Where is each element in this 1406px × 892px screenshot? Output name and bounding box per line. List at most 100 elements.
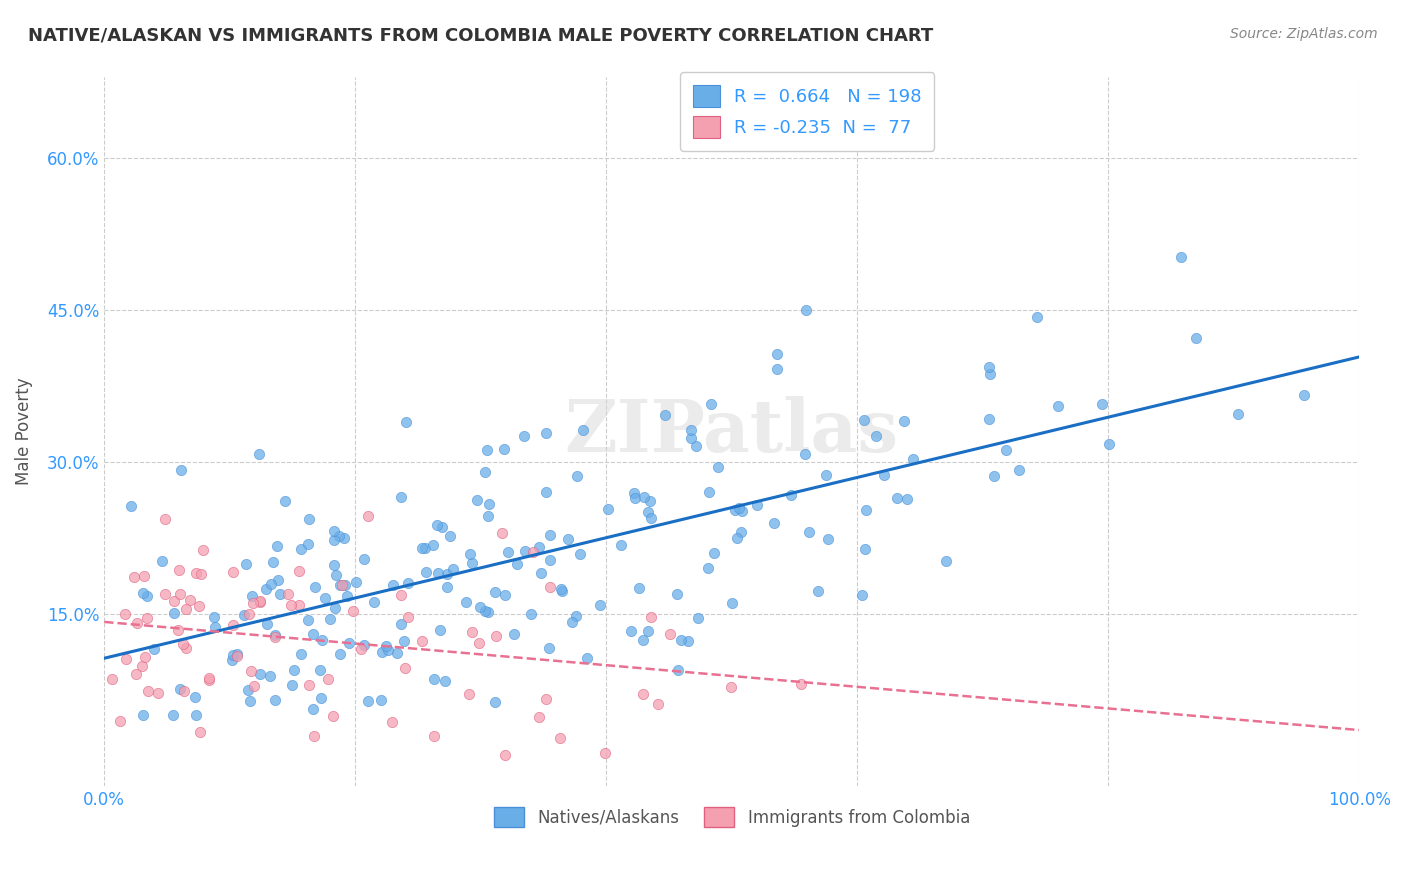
Natives/Alaskans bbox=[1026, 310, 1049, 325]
Natives/Alaskans bbox=[484, 585, 506, 599]
Natives/Alaskans bbox=[371, 645, 394, 659]
Natives/Alaskans bbox=[184, 708, 207, 723]
Immigrants from Colombia bbox=[174, 601, 197, 615]
Natives/Alaskans bbox=[433, 673, 456, 688]
Natives/Alaskans bbox=[396, 576, 419, 591]
Immigrants from Colombia bbox=[633, 687, 655, 701]
Text: NATIVE/ALASKAN VS IMMIGRANTS FROM COLOMBIA MALE POVERTY CORRELATION CHART: NATIVE/ALASKAN VS IMMIGRANTS FROM COLOMB… bbox=[28, 27, 934, 45]
Natives/Alaskans bbox=[666, 664, 689, 678]
Natives/Alaskans bbox=[131, 708, 153, 723]
Natives/Alaskans bbox=[436, 567, 458, 582]
Immigrants from Colombia bbox=[131, 659, 153, 673]
Natives/Alaskans bbox=[297, 536, 319, 550]
Natives/Alaskans bbox=[221, 648, 243, 662]
Natives/Alaskans bbox=[381, 577, 404, 591]
Immigrants from Colombia bbox=[522, 545, 544, 559]
Natives/Alaskans bbox=[304, 580, 326, 594]
Natives/Alaskans bbox=[623, 485, 645, 500]
Natives/Alaskans bbox=[721, 596, 744, 610]
Natives/Alaskans bbox=[169, 681, 191, 696]
Immigrants from Colombia bbox=[389, 589, 412, 603]
Natives/Alaskans bbox=[686, 610, 709, 624]
Natives/Alaskans bbox=[1292, 388, 1315, 402]
Natives/Alaskans bbox=[422, 672, 444, 686]
Natives/Alaskans bbox=[654, 408, 676, 422]
Natives/Alaskans bbox=[685, 439, 707, 453]
Natives/Alaskans bbox=[468, 600, 491, 615]
Natives/Alaskans bbox=[494, 588, 516, 602]
Natives/Alaskans bbox=[807, 583, 830, 598]
Immigrants from Colombia bbox=[167, 564, 190, 578]
Y-axis label: Male Poverty: Male Poverty bbox=[15, 378, 32, 485]
Immigrants from Colombia bbox=[155, 512, 177, 526]
Natives/Alaskans bbox=[669, 632, 692, 647]
Natives/Alaskans bbox=[747, 498, 769, 512]
Natives/Alaskans bbox=[853, 413, 876, 427]
Natives/Alaskans bbox=[550, 582, 572, 596]
Immigrants from Colombia bbox=[226, 648, 249, 663]
Natives/Alaskans bbox=[308, 663, 330, 677]
Natives/Alaskans bbox=[851, 588, 873, 602]
Natives/Alaskans bbox=[1046, 399, 1069, 413]
Immigrants from Colombia bbox=[179, 593, 201, 607]
Immigrants from Colombia bbox=[146, 686, 169, 700]
Natives/Alaskans bbox=[328, 528, 350, 542]
Immigrants from Colombia bbox=[249, 595, 271, 609]
Immigrants from Colombia bbox=[593, 747, 616, 761]
Natives/Alaskans bbox=[728, 500, 751, 515]
Natives/Alaskans bbox=[474, 465, 496, 479]
Natives/Alaskans bbox=[893, 414, 915, 428]
Immigrants from Colombia bbox=[342, 604, 364, 618]
Immigrants from Colombia bbox=[114, 652, 136, 666]
Natives/Alaskans bbox=[477, 605, 499, 619]
Natives/Alaskans bbox=[311, 633, 333, 648]
Immigrants from Colombia bbox=[460, 624, 482, 639]
Natives/Alaskans bbox=[730, 524, 752, 539]
Natives/Alaskans bbox=[1185, 331, 1208, 345]
Natives/Alaskans bbox=[233, 608, 256, 623]
Immigrants from Colombia bbox=[124, 666, 146, 681]
Natives/Alaskans bbox=[484, 695, 506, 709]
Natives/Alaskans bbox=[344, 575, 367, 590]
Natives/Alaskans bbox=[267, 573, 290, 587]
Natives/Alaskans bbox=[135, 589, 157, 603]
Natives/Alaskans bbox=[322, 533, 344, 547]
Natives/Alaskans bbox=[357, 694, 380, 708]
Immigrants from Colombia bbox=[169, 587, 191, 601]
Natives/Alaskans bbox=[332, 531, 354, 545]
Natives/Alaskans bbox=[478, 497, 501, 511]
Natives/Alaskans bbox=[239, 694, 262, 708]
Natives/Alaskans bbox=[977, 359, 1000, 374]
Natives/Alaskans bbox=[979, 367, 1001, 381]
Natives/Alaskans bbox=[723, 503, 745, 517]
Natives/Alaskans bbox=[901, 451, 924, 466]
Natives/Alaskans bbox=[1091, 396, 1114, 410]
Immigrants from Colombia bbox=[135, 611, 157, 625]
Natives/Alaskans bbox=[458, 547, 481, 561]
Natives/Alaskans bbox=[994, 443, 1017, 458]
Immigrants from Colombia bbox=[174, 640, 197, 655]
Natives/Alaskans bbox=[633, 490, 655, 504]
Natives/Alaskans bbox=[328, 647, 350, 661]
Natives/Alaskans bbox=[596, 502, 619, 516]
Text: Source: ZipAtlas.com: Source: ZipAtlas.com bbox=[1230, 27, 1378, 41]
Natives/Alaskans bbox=[676, 634, 699, 648]
Natives/Alaskans bbox=[183, 690, 205, 705]
Natives/Alaskans bbox=[534, 484, 557, 499]
Natives/Alaskans bbox=[454, 595, 477, 609]
Natives/Alaskans bbox=[623, 491, 645, 505]
Natives/Alaskans bbox=[565, 469, 588, 483]
Natives/Alaskans bbox=[853, 542, 876, 557]
Natives/Alaskans bbox=[465, 493, 488, 508]
Natives/Alaskans bbox=[706, 460, 728, 475]
Immigrants from Colombia bbox=[357, 508, 380, 523]
Natives/Alaskans bbox=[519, 607, 541, 622]
Natives/Alaskans bbox=[536, 425, 558, 440]
Immigrants from Colombia bbox=[184, 566, 207, 581]
Natives/Alaskans bbox=[886, 491, 908, 506]
Immigrants from Colombia bbox=[422, 729, 444, 743]
Natives/Alaskans bbox=[290, 542, 312, 557]
Immigrants from Colombia bbox=[396, 610, 419, 624]
Natives/Alaskans bbox=[240, 589, 263, 603]
Natives/Alaskans bbox=[794, 302, 817, 317]
